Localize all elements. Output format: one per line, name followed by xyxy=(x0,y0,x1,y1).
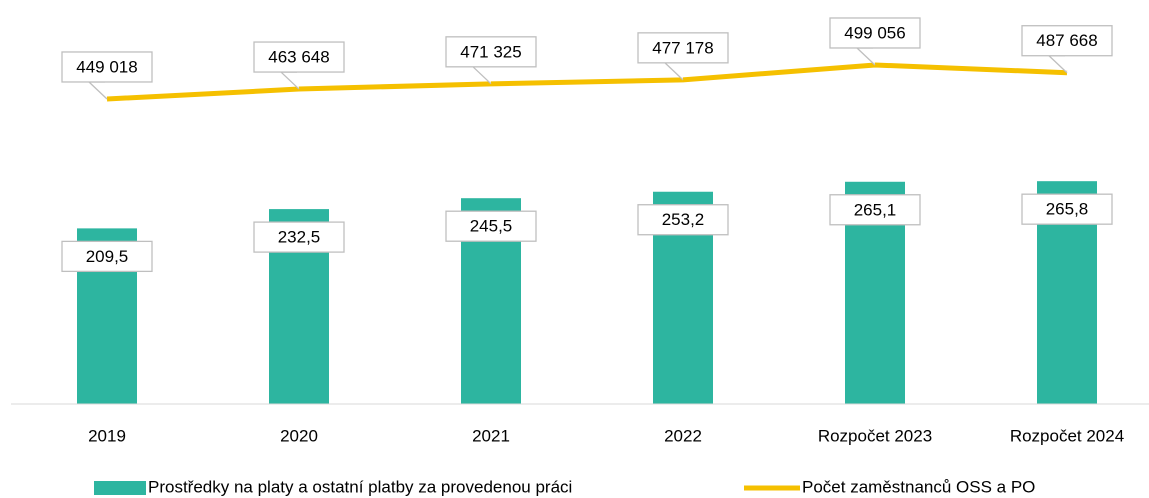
bar-value-label-box xyxy=(445,210,537,242)
x-tick-label: 2020 xyxy=(280,426,318,445)
legend-swatch xyxy=(94,481,146,495)
x-tick-label: 2022 xyxy=(664,426,702,445)
line xyxy=(106,62,1068,102)
callout xyxy=(471,66,492,85)
x-tick-label: 2021 xyxy=(472,426,510,445)
bar-value-label-box xyxy=(61,240,153,273)
callout xyxy=(87,81,108,100)
x-tick-label: Rozpočet 2023 xyxy=(818,426,932,445)
line-value-label-box xyxy=(61,51,153,83)
line-value-label: 449 018 xyxy=(76,57,137,76)
legend-label: Počet zaměstnanců OSS a PO xyxy=(802,477,1035,496)
bar-value-label: 265,1 xyxy=(854,200,897,219)
line-value-label-box xyxy=(829,17,921,49)
bar-value-label-box xyxy=(829,194,921,226)
legend-label: Prostředky na platy a ostatní platby za … xyxy=(148,477,572,496)
bar-value-label: 265,8 xyxy=(1046,200,1089,219)
bar-value-label: 245,5 xyxy=(470,217,513,236)
bar-value-label-box xyxy=(1021,193,1113,225)
bar-value-label: 253,2 xyxy=(662,210,705,229)
line-value-label: 499 056 xyxy=(844,23,905,42)
line-value-label: 463 648 xyxy=(268,48,329,67)
bar-value-label: 232,5 xyxy=(278,228,321,247)
bar-value-label-box xyxy=(253,221,345,253)
line-value-label-box xyxy=(445,36,537,68)
callout xyxy=(855,47,876,66)
line-value-label: 477 178 xyxy=(652,38,713,57)
bar-value-label-box xyxy=(637,204,729,236)
line-value-label: 471 325 xyxy=(460,42,521,61)
line-value-label-box xyxy=(637,32,729,64)
line-value-label-box xyxy=(253,41,345,73)
x-tick-label: 2019 xyxy=(88,426,126,445)
bar-value-label: 209,5 xyxy=(86,247,129,266)
line-value-label-box xyxy=(1021,25,1113,57)
x-tick-label: Rozpočet 2024 xyxy=(1010,426,1124,445)
line-value-label: 487 668 xyxy=(1036,31,1097,50)
callout xyxy=(279,71,300,90)
callout xyxy=(663,62,684,81)
